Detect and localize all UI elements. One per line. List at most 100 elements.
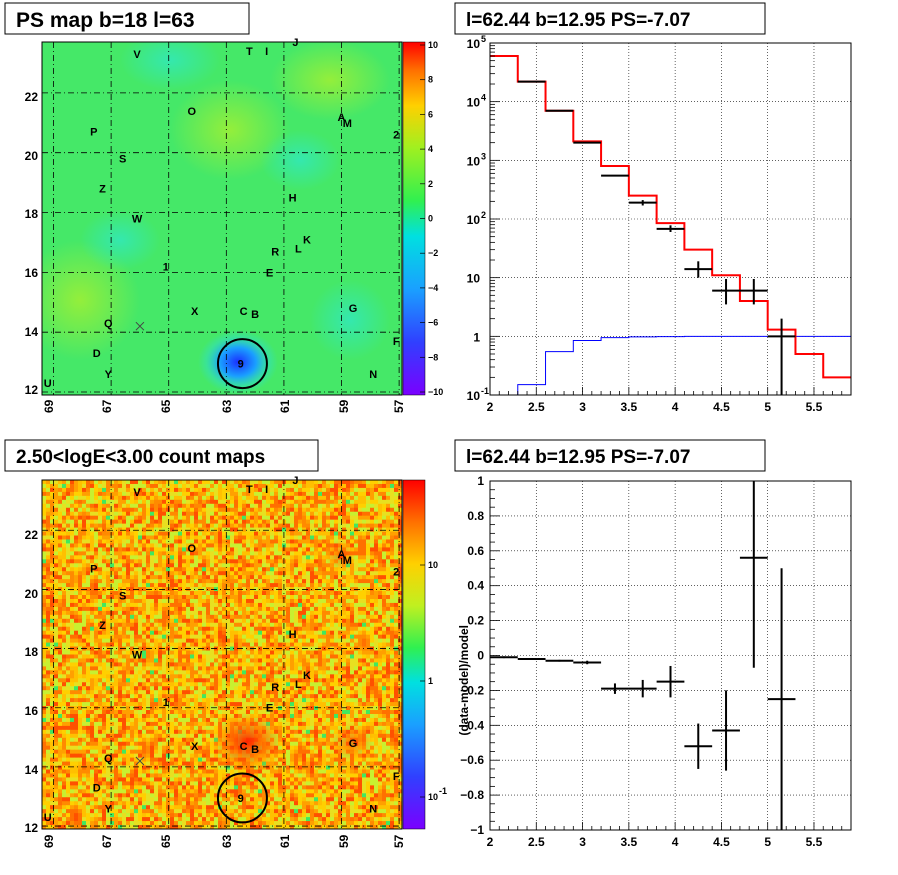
count-map-pixel: [46, 543, 51, 548]
count-map-pixel: [262, 535, 267, 540]
source-label: V: [133, 49, 141, 61]
count-map-pixel: [230, 670, 235, 675]
count-map-pixel: [286, 650, 291, 655]
count-map-pixel: [242, 575, 247, 580]
count-map-pixel: [322, 519, 327, 524]
count-map-pixel: [378, 555, 383, 560]
count-map-pixel: [318, 563, 323, 568]
count-map-pixel: [50, 642, 55, 647]
count-map-pixel: [278, 567, 283, 572]
count-map-pixel: [230, 591, 235, 596]
count-map-pixel: [122, 642, 127, 647]
count-map-pixel: [318, 630, 323, 635]
count-map-pixel: [102, 591, 107, 596]
count-map-pixel: [54, 602, 59, 608]
count-map-pixel: [46, 531, 51, 536]
count-map-pixel: [274, 654, 279, 659]
count-map-pixel: [110, 487, 115, 493]
count-map-pixel: [154, 543, 159, 548]
count-map-pixel: [206, 523, 211, 528]
count-map-pixel: [158, 666, 163, 671]
count-map-pixel: [314, 670, 319, 675]
count-map-pixel: [226, 555, 231, 560]
count-map-pixel: [230, 642, 235, 647]
count-map-pixel: [282, 483, 287, 489]
count-map-pixel: [146, 682, 151, 687]
count-map-pixel: [74, 519, 79, 524]
count-map-pixel: [210, 547, 215, 552]
count-map-pixel: [194, 630, 199, 635]
count-map-pixel: [118, 483, 123, 489]
count-map-pixel: [346, 531, 351, 536]
count-map-pixel: [370, 598, 375, 604]
count-map-pixel: [258, 626, 263, 632]
count-map-pixel: [162, 678, 167, 683]
count-map-pixel: [222, 519, 227, 524]
count-map-pixel: [254, 626, 259, 632]
count-map-pixel: [78, 531, 83, 536]
count-map-pixel: [110, 480, 115, 485]
count-map-pixel: [250, 595, 255, 600]
count-map-pixel: [358, 650, 363, 655]
count-map-pixel: [314, 511, 319, 516]
count-map-pixel: [246, 666, 251, 671]
count-map-pixel: [74, 511, 79, 516]
count-map-pixel: [98, 515, 103, 520]
count-map-pixel: [218, 666, 223, 671]
count-map-pixel: [238, 503, 243, 509]
count-map-pixel: [42, 555, 47, 560]
source-label: N: [369, 369, 377, 381]
count-map-pixel: [370, 642, 375, 647]
count-map-pixel: [250, 598, 255, 604]
count-map-pixel: [378, 638, 383, 643]
count-map-pixel: [142, 535, 147, 540]
count-map-pixel: [314, 690, 319, 695]
count-map-pixel: [58, 511, 63, 516]
count-map-pixel: [42, 634, 47, 639]
count-map-pixel: [362, 551, 367, 556]
count-map-pixel: [166, 626, 171, 632]
count-map-pixel: [134, 535, 139, 540]
count-map-pixel: [126, 539, 131, 544]
count-map-pixel: [250, 614, 255, 620]
count-map-pixel: [378, 662, 383, 667]
count-map-pixel: [170, 583, 175, 588]
count-map-pixel: [374, 690, 379, 695]
count-map-pixel: [270, 610, 275, 616]
count-map-pixel: [158, 503, 163, 509]
count-map-pixel: [190, 678, 195, 683]
count-map-pixel: [114, 618, 119, 624]
count-map-pixel: [130, 567, 135, 572]
count-map-pixel: [190, 591, 195, 596]
count-map-pixel: [346, 634, 351, 639]
count-map-pixel: [362, 606, 367, 612]
count-map-title-box: [4, 439, 319, 472]
count-map-pixel: [326, 571, 331, 576]
count-map-pixel: [174, 567, 179, 572]
count-map-pixel: [394, 527, 399, 532]
count-map-pixel: [366, 674, 371, 679]
count-map-pixel: [314, 507, 319, 513]
count-map-pixel: [218, 658, 223, 663]
count-map-pixel: [202, 527, 207, 532]
count-map-pixel: [238, 595, 243, 600]
count-map-pixel: [358, 555, 363, 560]
count-map-pixel: [354, 571, 359, 576]
count-map-pixel: [230, 519, 235, 524]
count-map-pixel: [362, 646, 367, 651]
count-map-pixel: [126, 587, 131, 592]
count-map-pixel: [138, 575, 143, 580]
count-map-pixel: [162, 602, 167, 608]
count-map-pixel: [306, 674, 311, 679]
count-map-pixel: [398, 539, 402, 544]
count-map-pixel: [226, 622, 231, 628]
count-map-pixel: [206, 551, 211, 556]
count-map-pixel: [330, 591, 335, 596]
count-map-pixel: [362, 495, 367, 501]
count-map-pixel: [94, 499, 99, 505]
count-map-pixel: [338, 682, 343, 687]
count-map-pixel: [362, 519, 367, 524]
count-map-pixel: [358, 674, 363, 679]
count-map-pixel: [350, 563, 355, 568]
count-map-pixel: [314, 571, 319, 576]
